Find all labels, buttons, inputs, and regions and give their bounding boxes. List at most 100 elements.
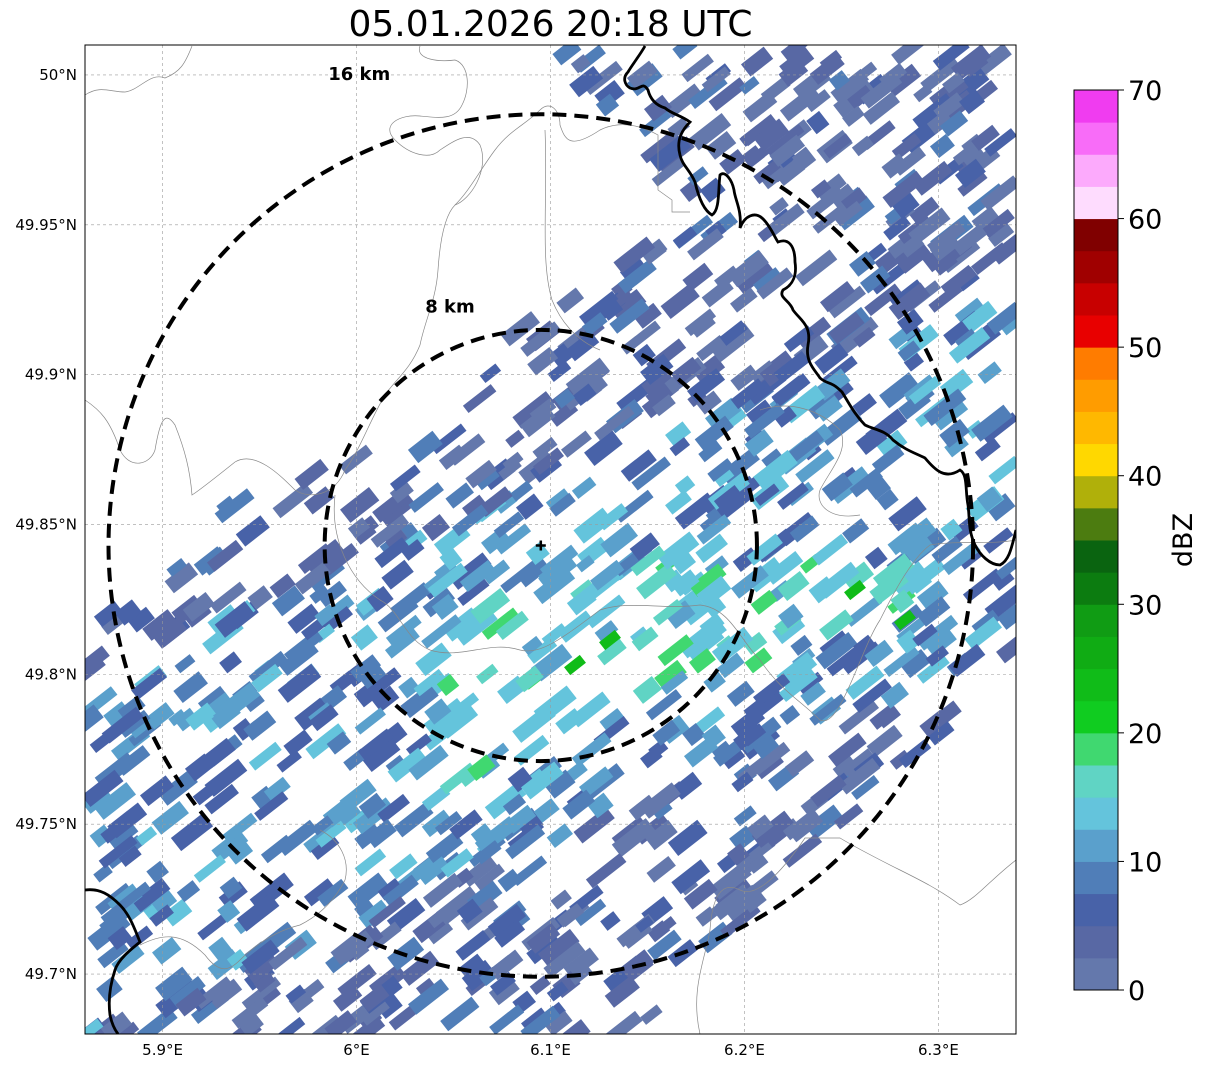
echo-cell: [879, 62, 907, 89]
echo-cell: [214, 601, 256, 638]
echo-cell: [576, 554, 595, 573]
echo-cell: [495, 610, 529, 641]
echo-cell: [842, 561, 875, 592]
echo-cell: [711, 626, 754, 665]
lon-tick-label: 5.9°E: [142, 1041, 183, 1059]
echo-cell: [888, 496, 927, 532]
echo-cell: [520, 321, 562, 357]
echo-cell: [549, 343, 574, 368]
echo-cell: [984, 583, 1016, 621]
echo-cell: [696, 575, 732, 608]
echo-cell: [509, 480, 534, 502]
echo-cell: [583, 60, 623, 96]
range-ring-label: 16 km: [328, 64, 390, 85]
echo-cell: [916, 654, 950, 684]
echo-cell: [769, 197, 789, 216]
range-ring-16km: [106, 112, 976, 979]
echo-cell: [337, 963, 377, 999]
colorbar-segment: [1074, 282, 1118, 316]
echo-cell: [778, 668, 818, 703]
echo-cell: [651, 157, 686, 187]
echo-cell: [269, 573, 296, 599]
echo-cell: [208, 978, 243, 1010]
echo-cell: [789, 515, 820, 543]
echo-cell: [474, 840, 502, 865]
echo-cell: [864, 639, 894, 668]
echo-cell: [948, 643, 986, 677]
echo-cell: [688, 648, 716, 674]
echo-cell: [489, 1004, 525, 1034]
echo-cell: [526, 922, 561, 954]
echo-cell: [354, 848, 387, 877]
echo-cell: [899, 234, 925, 258]
echo-cell: [408, 482, 444, 513]
echo-cell: [769, 134, 806, 167]
echo-cell: [326, 731, 352, 755]
echo-cell: [565, 357, 611, 398]
echo-cell: [347, 517, 371, 539]
echo-cell: [851, 775, 880, 800]
echo-cell: [674, 492, 717, 530]
echo-cell: [844, 579, 866, 601]
echo-cell: [277, 663, 322, 703]
echo-cell: [980, 175, 1016, 211]
echo-cell: [780, 818, 803, 841]
lat-tick-label: 49.9°N: [25, 366, 77, 384]
echo-cell: [814, 342, 849, 375]
echo-cell: [954, 158, 986, 188]
echo-cell: [777, 570, 810, 601]
echo-cell: [465, 459, 497, 489]
colorbar-segment: [1074, 315, 1118, 348]
echo-cell: [421, 614, 462, 649]
echo-cell: [93, 864, 113, 883]
echo-cell: [500, 311, 541, 347]
colorbar-tick-label: 20: [1128, 719, 1162, 750]
echo-cell: [957, 170, 988, 197]
colorbar-tick-label: 0: [1128, 976, 1145, 1007]
echo-cell: [773, 350, 811, 384]
echo-cell: [541, 623, 568, 647]
echo-cell: [629, 532, 660, 561]
echo-cell: [401, 538, 425, 561]
echo-cell: [569, 65, 604, 98]
echo-cell: [744, 647, 773, 674]
echo-cell: [753, 734, 780, 760]
echo-cell: [85, 1018, 104, 1034]
echo-cell: [527, 346, 559, 376]
echo-cell: [285, 984, 307, 1004]
colorbar-segment: [1074, 411, 1118, 445]
echo-cell: [652, 394, 676, 417]
echo-cell: [512, 391, 555, 429]
echo-cell: [829, 183, 858, 211]
echo-cell: [985, 493, 1016, 522]
echo-cell: [800, 681, 826, 706]
echo-cell: [604, 1010, 643, 1034]
echo-cell: [881, 153, 908, 179]
echo-cell: [268, 936, 308, 971]
echo-cell: [724, 888, 763, 923]
echo-cell: [652, 598, 684, 626]
echo-cell: [573, 806, 615, 844]
echo-cell: [543, 941, 586, 979]
echo-cell: [871, 444, 905, 474]
echo-cell: [462, 494, 487, 518]
echo-cell: [625, 956, 654, 982]
echo-cell: [571, 476, 597, 499]
echo-cell: [430, 423, 467, 455]
echo-cell: [459, 559, 496, 593]
echo-cell: [271, 585, 305, 617]
echo-cell: [703, 670, 726, 693]
echo-cell: [184, 753, 215, 782]
echo-cell: [374, 537, 410, 569]
echo-cell: [303, 486, 335, 515]
echo-cell: [538, 554, 578, 590]
echo-cell: [521, 635, 543, 656]
echo-cell: [314, 604, 338, 627]
echo-cell: [864, 546, 888, 570]
echo-cell: [819, 280, 855, 313]
echo-cell: [883, 215, 911, 241]
echo-cell: [505, 429, 525, 448]
echo-cell: [689, 112, 732, 151]
echo-cell: [976, 486, 1003, 512]
